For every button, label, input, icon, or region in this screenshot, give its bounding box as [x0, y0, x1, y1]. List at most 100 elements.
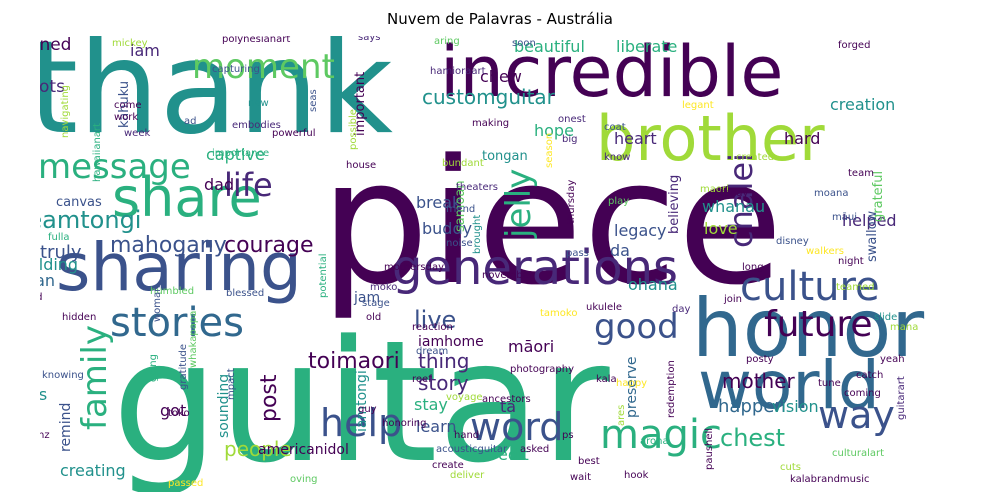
word-nz: nz [40, 430, 50, 441]
word-humbled: humbled [150, 286, 194, 297]
word-chalei: chalei [722, 153, 760, 248]
word-whanau: whanau [702, 197, 765, 216]
word-vision: vision [772, 397, 819, 416]
word-gratitude: gratitude [178, 344, 189, 390]
word-teamed: teamed [836, 282, 874, 293]
word-iamtongi: iamtongi [354, 370, 370, 432]
word-dream: dream [416, 346, 448, 357]
word-aring: aring [434, 36, 460, 47]
word-courage: courage [224, 233, 314, 258]
word-legant: legant [682, 100, 714, 111]
word-learn: learn [416, 417, 457, 436]
word-seas: seas [308, 89, 319, 112]
word-world: world [698, 347, 880, 424]
word-liberate: liberate [616, 37, 677, 56]
word-disney: disney [776, 236, 809, 247]
word-sounding: sounding [216, 374, 232, 438]
word-iamhome: iamhome [418, 334, 484, 350]
word-stay: stay [414, 395, 448, 414]
word-grateful: grateful [871, 171, 886, 222]
word-edit: edit [498, 445, 529, 464]
word-captive: captive [206, 145, 265, 164]
word-mothersday: mothersday [384, 262, 444, 273]
word-honor: honor [692, 282, 924, 375]
word-hope: hope [534, 121, 574, 140]
word-big: big [562, 134, 577, 145]
chart-title: Nuvem de Palavras - Austrália [386, 10, 613, 28]
word-buddy: buddy [422, 219, 472, 238]
word-hand: hand [454, 430, 479, 441]
word-toimaori: toimaori [308, 349, 400, 374]
word-cloud: piece guitar thank incredible honor brother sh… [40, 36, 960, 492]
word-powerful: powerful [272, 128, 316, 139]
word-team: team [848, 168, 874, 179]
word-swallow: swallow [865, 210, 880, 262]
word-tongan: tongan [482, 149, 528, 164]
word-work: work [114, 112, 138, 123]
word-pass: pass [566, 248, 589, 259]
word-sharing: sharing [56, 229, 302, 306]
word-embodies: embodies [232, 120, 281, 131]
word-iam: iam [130, 41, 160, 60]
word-guitarart: guitarart [896, 376, 907, 420]
word-ta: ta [500, 397, 516, 416]
word-oving: oving [290, 474, 318, 485]
word-word: word [470, 405, 563, 449]
word-aroha: aroha [640, 436, 669, 447]
word-tuned: tuned [40, 36, 71, 55]
word-samoan: samoan [453, 180, 468, 232]
word-da: da [610, 241, 630, 260]
word-hidden: hidden [62, 312, 96, 323]
word-mana: mana [890, 322, 918, 333]
word-yeah: yeah [880, 354, 905, 365]
word-moko: moko [370, 282, 397, 293]
word-truly: truly [40, 242, 82, 263]
word-making: making [472, 118, 509, 129]
word-guitar: guitar [112, 304, 611, 492]
word-join: join [723, 294, 742, 305]
word-ohana: ohana [628, 275, 678, 294]
word-bundant: bundant [442, 158, 484, 169]
word-culturalart: culturalart [832, 448, 884, 459]
word-redemption: redemption [666, 360, 677, 418]
word-going: going [148, 354, 159, 382]
word-brought: brought [472, 215, 483, 254]
word-cuts: cuts [780, 462, 801, 473]
word-catch: catch [856, 370, 883, 381]
word-week: week [124, 128, 150, 139]
word-creation: creation [830, 95, 895, 114]
word-legacy: legacy [614, 221, 667, 240]
word-onest: onest [558, 114, 586, 125]
word-life: life [224, 166, 273, 204]
word-stories: stories [110, 300, 244, 346]
word-customguitar: customguitar [422, 85, 556, 109]
word-woman: woman [152, 285, 163, 322]
word-incredible: incredible [440, 36, 783, 113]
word-come: come [114, 100, 142, 111]
word-soon: soon [512, 38, 536, 49]
word-canvas: canvas [56, 195, 102, 210]
word-happen: happen [718, 396, 786, 417]
word-people: people [224, 437, 292, 461]
word-asked: asked [520, 444, 549, 455]
word-guy: guy [358, 404, 377, 415]
word-love: love [704, 219, 738, 238]
word-future: future [764, 304, 873, 345]
word-acousticguitar: acousticguitar [436, 444, 508, 455]
word-knowing: knowing [42, 370, 84, 381]
word-honoring: honoring [382, 418, 427, 429]
word-ares: ares [616, 405, 627, 426]
word-live: live [414, 306, 456, 334]
word-coming: coming [844, 388, 881, 399]
word-moana: moana [814, 188, 848, 199]
word-deliver: deliver [450, 470, 485, 481]
word-capturing: capturing [212, 64, 260, 75]
word-tune: tune [818, 378, 841, 389]
word-hamioraart: hamioraart [430, 66, 486, 77]
word-today: today [720, 188, 749, 199]
word-believing: believing [667, 175, 682, 234]
word-noise: noise [446, 238, 473, 249]
word-beautiful: beautiful [514, 37, 585, 56]
word-chew: chew [480, 67, 522, 86]
